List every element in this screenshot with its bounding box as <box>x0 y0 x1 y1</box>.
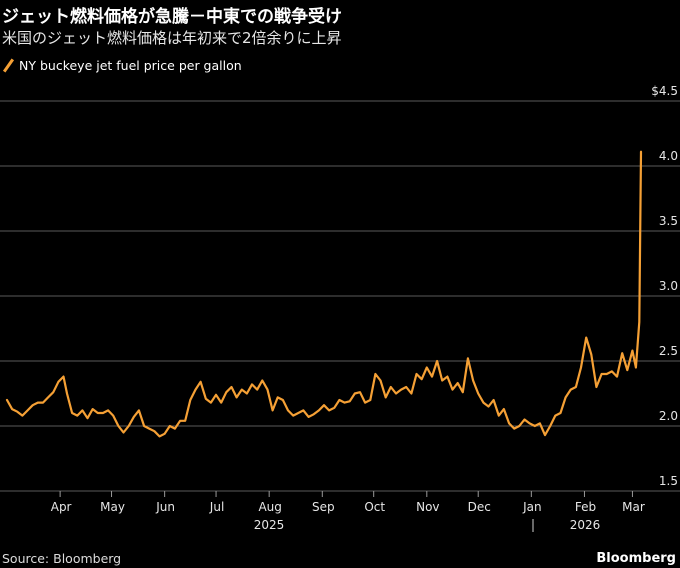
chart-title: ジェット燃料価格が急騰－中東での戦争受け <box>2 7 342 27</box>
x-year-label: 2025 <box>254 518 285 532</box>
x-tick-label: Oct <box>364 500 385 514</box>
x-axis-ticks: Apr May Jun Jul Aug Sep Oct Nov Dec Jan Feb Mar 2025… <box>51 491 645 532</box>
y-tick-label: 1.5 <box>659 474 678 488</box>
y-tick-label: 2.5 <box>659 344 678 358</box>
x-tick-label: Mar <box>622 500 645 514</box>
chart-subtitle: 米国のジェット燃料価格は年初来で2倍余りに上昇 <box>2 29 342 47</box>
x-tick-label: Apr <box>51 500 72 514</box>
series-line-jet-fuel <box>5 150 643 438</box>
y-tick-label: 3.0 <box>659 279 678 293</box>
brand-logo: Bloomberg <box>596 551 676 566</box>
y-tick-label: 4.0 <box>659 149 678 163</box>
x-tick-label: Feb <box>575 500 596 514</box>
x-tick-label: Sep <box>312 500 335 514</box>
gridlines <box>0 100 680 492</box>
x-tick-label: Jul <box>209 500 224 514</box>
x-tick-label: Jan <box>522 500 542 514</box>
y-tick-label: $4.5 <box>651 84 678 98</box>
legend: NY buckeye jet fuel price per gallon <box>4 58 242 73</box>
x-tick-label: Jun <box>155 500 175 514</box>
series-layer <box>5 150 643 438</box>
x-tick-label: May <box>100 500 125 514</box>
x-tick-label: Aug <box>258 500 281 514</box>
x-tick-label: Nov <box>416 500 439 514</box>
x-year-label: 2026 <box>570 518 601 532</box>
legend-label: NY buckeye jet fuel price per gallon <box>19 58 242 73</box>
y-tick-label: 2.0 <box>659 409 678 423</box>
y-tick-label: 3.5 <box>659 214 678 228</box>
y-axis-ticks: 1.5 2.0 2.5 3.0 3.5 4.0 $4.5 <box>651 84 678 488</box>
source-note: Source: Bloomberg <box>2 551 122 566</box>
x-tick-label: Dec <box>468 500 491 514</box>
